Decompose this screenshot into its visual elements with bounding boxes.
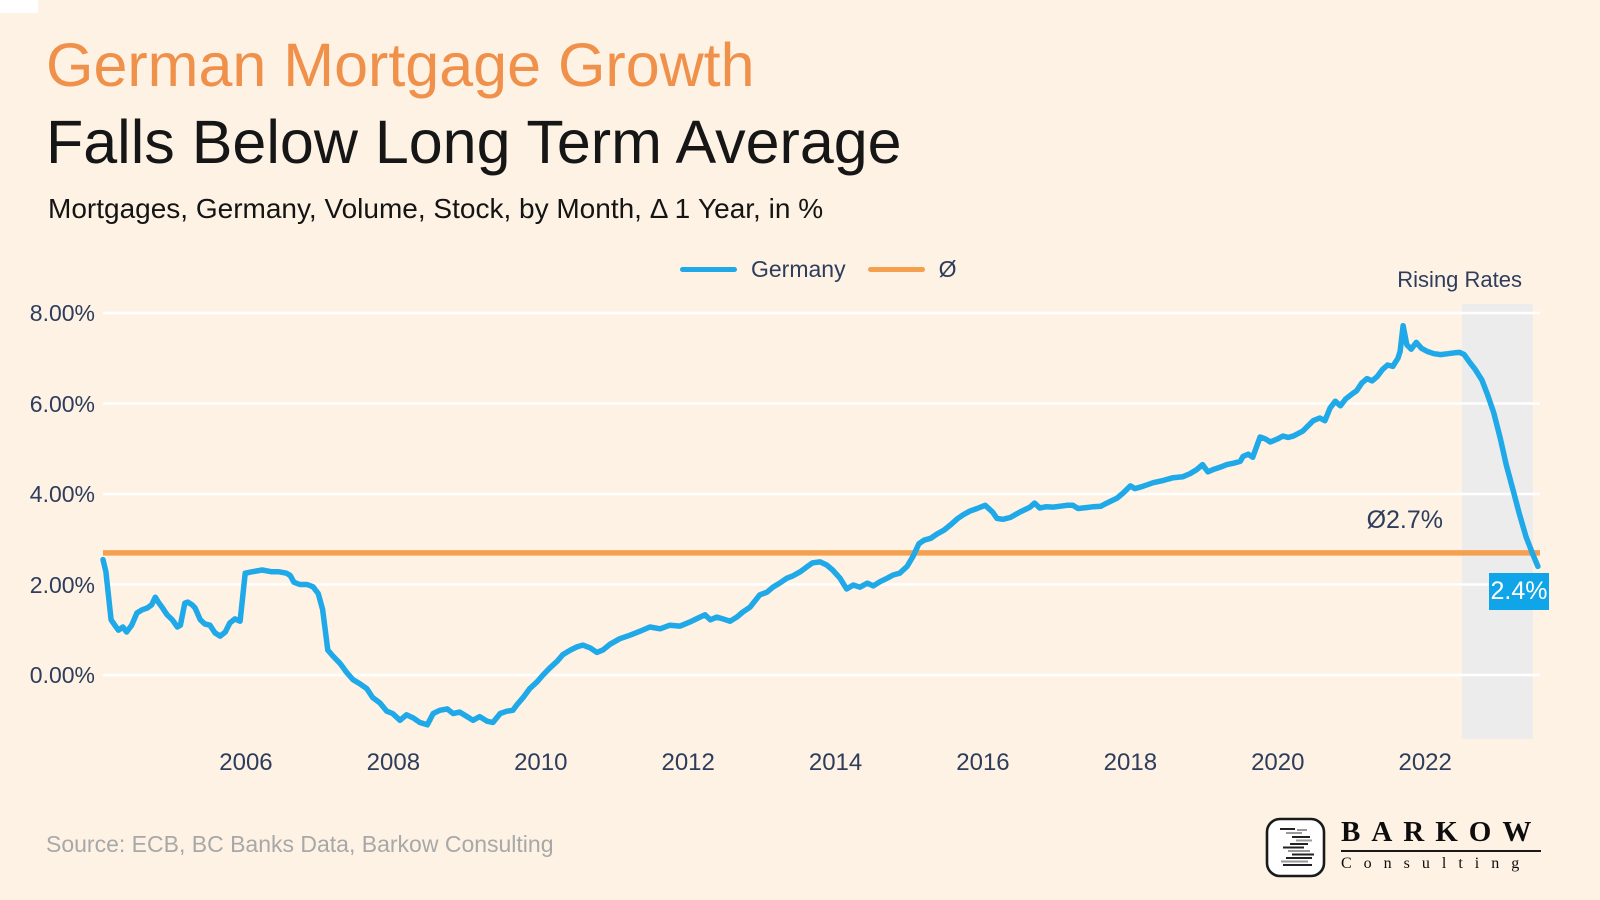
logo-text-block: BARKOW Consulting bbox=[1341, 817, 1541, 874]
legend-label-germany: Germany bbox=[751, 255, 846, 282]
x-axis-tick-label: 2016 bbox=[956, 749, 1010, 776]
x-axis-tick-label: 2022 bbox=[1398, 749, 1452, 776]
page-subtitle: Falls Below Long Term Average bbox=[46, 108, 902, 176]
x-axis-tick-label: 2010 bbox=[514, 749, 568, 776]
latest-value-badge: 2.4% bbox=[1489, 573, 1549, 610]
page-title: German Mortgage Growth bbox=[46, 31, 755, 99]
y-axis-tick-label: 8.00% bbox=[29, 300, 95, 326]
y-axis-tick-label: 2.00% bbox=[29, 571, 95, 598]
legend-swatch-average bbox=[867, 266, 925, 272]
x-axis-tick-label: 2014 bbox=[808, 749, 863, 776]
barkow-logo-mark-icon bbox=[1265, 817, 1326, 878]
y-axis-tick-label: 6.00% bbox=[29, 390, 95, 417]
chart-legend: Germany Ø bbox=[680, 253, 956, 285]
y-axis-tick-label: 4.00% bbox=[29, 481, 95, 507]
logo-divider bbox=[1341, 850, 1541, 852]
y-axis-tick-label: 0.00% bbox=[29, 662, 95, 688]
chart-description: Mortgages, Germany, Volume, Stock, by Mo… bbox=[48, 193, 824, 224]
source-note: Source: ECB, BC Banks Data, Barkow Consu… bbox=[46, 831, 554, 857]
x-axis-tick-label: 2006 bbox=[219, 749, 273, 776]
legend-label-average: Ø bbox=[938, 255, 957, 282]
rising-rates-annotation: Rising Rates bbox=[1397, 267, 1522, 292]
x-axis-tick-label: 2018 bbox=[1103, 749, 1158, 776]
x-axis-tick-label: 2012 bbox=[661, 749, 715, 776]
barkow-consulting-logo: BARKOW Consulting bbox=[1265, 817, 1541, 878]
logo-wordmark: BARKOW bbox=[1341, 816, 1543, 848]
legend-swatch-germany bbox=[680, 266, 737, 272]
x-axis-tick-label: 2020 bbox=[1251, 749, 1305, 776]
x-axis-tick-label: 2008 bbox=[366, 749, 421, 776]
slide-corner-artifact bbox=[0, 0, 38, 13]
average-value-label: Ø2.7% bbox=[1366, 506, 1443, 534]
logo-subtext: Consulting bbox=[1341, 855, 1532, 872]
germany-series-line bbox=[100, 322, 1541, 728]
